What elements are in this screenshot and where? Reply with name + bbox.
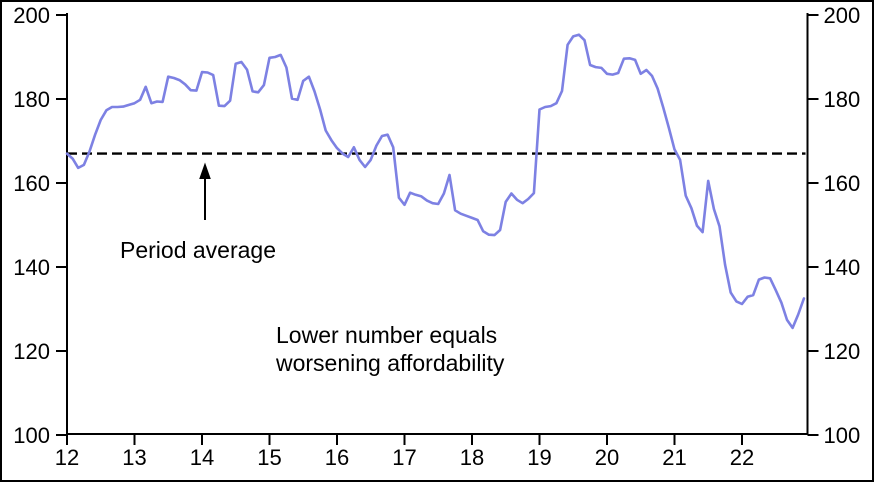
note-line-2: worsening affordability: [275, 350, 505, 376]
y-tick-label-right: 100: [824, 423, 861, 448]
period-average-arrow-head-icon: [199, 162, 211, 179]
x-tick-label: 21: [662, 445, 686, 470]
x-tick-label: 18: [460, 445, 484, 470]
x-tick-label: 22: [730, 445, 754, 470]
note-line-1: Lower number equals: [276, 322, 497, 348]
y-tick-label-right: 140: [824, 255, 861, 280]
x-tick-label: 14: [190, 445, 214, 470]
x-tick-label: 17: [392, 445, 416, 470]
y-tick-label-left: 120: [13, 339, 50, 364]
y-tick-label-left: 160: [13, 171, 50, 196]
x-tick-label: 16: [325, 445, 349, 470]
note-annotation: Lower number equals worsening affordabil…: [275, 322, 505, 376]
x-tick-label: 15: [257, 445, 281, 470]
y-tick-label-left: 200: [13, 3, 50, 28]
x-tick-label: 19: [527, 445, 551, 470]
y-tick-label-left: 100: [13, 423, 50, 448]
x-tick-label: 20: [595, 445, 619, 470]
y-tick-label-right: 180: [824, 87, 861, 112]
y-tick-label-right: 200: [824, 3, 861, 28]
x-tick-label: 13: [122, 445, 146, 470]
x-tick-label: 12: [55, 445, 79, 470]
y-tick-label-right: 160: [824, 171, 861, 196]
y-tick-label-left: 140: [13, 255, 50, 280]
y-tick-label-right: 120: [824, 339, 861, 364]
period-average-annotation: Period average: [120, 162, 276, 263]
y-tick-label-left: 180: [13, 87, 50, 112]
affordability-series-line: [65, 33, 806, 330]
period-average-label: Period average: [120, 237, 276, 263]
